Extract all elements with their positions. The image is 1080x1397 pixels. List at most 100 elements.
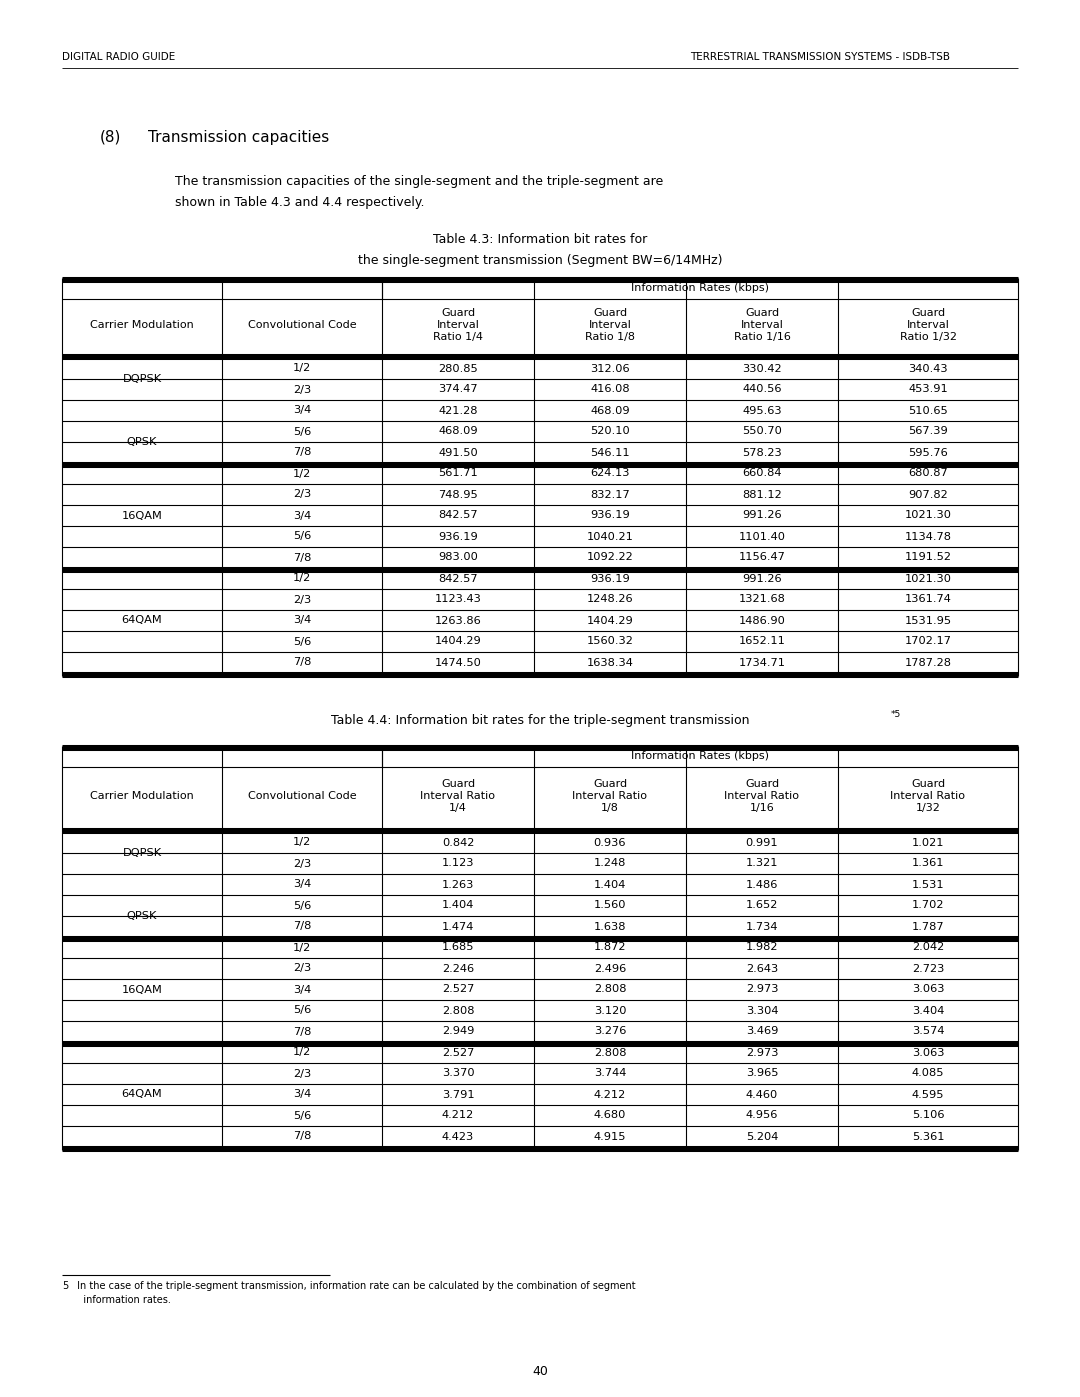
Text: 1486.90: 1486.90 xyxy=(739,616,785,626)
Text: Guard
Interval Ratio
1/32: Guard Interval Ratio 1/32 xyxy=(891,780,966,813)
Text: 2.808: 2.808 xyxy=(594,1048,626,1058)
Text: 3.791: 3.791 xyxy=(442,1090,474,1099)
Text: 374.47: 374.47 xyxy=(438,384,477,394)
Text: DQPSK: DQPSK xyxy=(122,848,162,858)
Text: 1.560: 1.560 xyxy=(594,901,626,911)
Text: DQPSK: DQPSK xyxy=(122,374,162,384)
Text: 3.574: 3.574 xyxy=(912,1027,944,1037)
Text: 1191.52: 1191.52 xyxy=(905,552,951,563)
Text: Transmission capacities: Transmission capacities xyxy=(148,130,329,145)
Text: 991.26: 991.26 xyxy=(742,574,782,584)
Text: 312.06: 312.06 xyxy=(590,363,630,373)
Text: 842.57: 842.57 xyxy=(438,510,477,521)
Text: 1/2: 1/2 xyxy=(293,943,311,953)
Text: *5: *5 xyxy=(891,710,901,719)
Text: QPSK: QPSK xyxy=(126,437,158,447)
Text: 578.23: 578.23 xyxy=(742,447,782,457)
Text: 2.973: 2.973 xyxy=(746,985,779,995)
Text: 453.91: 453.91 xyxy=(908,384,948,394)
Text: 1101.40: 1101.40 xyxy=(739,531,785,542)
Text: 1092.22: 1092.22 xyxy=(586,552,633,563)
Text: 1474.50: 1474.50 xyxy=(434,658,482,668)
Text: 1.734: 1.734 xyxy=(746,922,779,932)
Text: 4.595: 4.595 xyxy=(912,1090,944,1099)
Text: 546.11: 546.11 xyxy=(590,447,630,457)
Text: 3.304: 3.304 xyxy=(746,1006,779,1016)
Text: 936.19: 936.19 xyxy=(590,510,630,521)
Text: 64QAM: 64QAM xyxy=(122,1090,162,1099)
Text: 1321.68: 1321.68 xyxy=(739,595,785,605)
Text: 1.685: 1.685 xyxy=(442,943,474,953)
Text: 1.361: 1.361 xyxy=(912,859,944,869)
Text: Table 4.3: Information bit rates for: Table 4.3: Information bit rates for xyxy=(433,233,647,246)
Text: 495.63: 495.63 xyxy=(742,405,782,415)
Text: 1531.95: 1531.95 xyxy=(904,616,951,626)
Text: Information Rates (kbps): Information Rates (kbps) xyxy=(631,284,769,293)
Text: 1.531: 1.531 xyxy=(912,880,944,890)
Text: Convolutional Code: Convolutional Code xyxy=(247,320,356,330)
Text: 1638.34: 1638.34 xyxy=(586,658,634,668)
Text: 7/8: 7/8 xyxy=(293,552,311,563)
Text: 3/4: 3/4 xyxy=(293,405,311,415)
Text: 4.085: 4.085 xyxy=(912,1069,944,1078)
Text: 907.82: 907.82 xyxy=(908,489,948,500)
Text: 0.991: 0.991 xyxy=(745,837,779,848)
Text: 2/3: 2/3 xyxy=(293,964,311,974)
Text: 624.13: 624.13 xyxy=(591,468,630,479)
Text: 1.787: 1.787 xyxy=(912,922,944,932)
Text: 2.042: 2.042 xyxy=(912,943,944,953)
Text: 2.808: 2.808 xyxy=(594,985,626,995)
Text: 0.842: 0.842 xyxy=(442,837,474,848)
Text: Guard
Interval
Ratio 1/32: Guard Interval Ratio 1/32 xyxy=(900,309,957,342)
Text: 520.10: 520.10 xyxy=(590,426,630,436)
Text: The transmission capacities of the single-segment and the triple-segment are: The transmission capacities of the singl… xyxy=(175,175,663,189)
Text: 1.474: 1.474 xyxy=(442,922,474,932)
Text: 340.43: 340.43 xyxy=(908,363,948,373)
Text: 2.496: 2.496 xyxy=(594,964,626,974)
Text: QPSK: QPSK xyxy=(126,911,158,921)
Text: 1.652: 1.652 xyxy=(746,901,779,911)
Text: 567.39: 567.39 xyxy=(908,426,948,436)
Text: DIGITAL RADIO GUIDE: DIGITAL RADIO GUIDE xyxy=(62,52,175,61)
Text: 3.965: 3.965 xyxy=(746,1069,779,1078)
Text: 1560.32: 1560.32 xyxy=(586,637,634,647)
Text: 5/6: 5/6 xyxy=(293,901,311,911)
Text: Table 4.4: Information bit rates for the triple-segment transmission: Table 4.4: Information bit rates for the… xyxy=(330,714,750,726)
Text: Guard
Interval
Ratio 1/4: Guard Interval Ratio 1/4 xyxy=(433,309,483,342)
Text: 748.95: 748.95 xyxy=(438,489,477,500)
Text: 881.12: 881.12 xyxy=(742,489,782,500)
Text: 5/6: 5/6 xyxy=(293,1111,311,1120)
Text: 16QAM: 16QAM xyxy=(122,510,162,521)
Text: 1/2: 1/2 xyxy=(293,574,311,584)
Text: 4.915: 4.915 xyxy=(594,1132,626,1141)
Text: 7/8: 7/8 xyxy=(293,1027,311,1037)
Text: 2.949: 2.949 xyxy=(442,1027,474,1037)
Text: Information Rates (kbps): Information Rates (kbps) xyxy=(631,752,769,761)
Text: 4.423: 4.423 xyxy=(442,1132,474,1141)
Text: 1.404: 1.404 xyxy=(442,901,474,911)
Text: 991.26: 991.26 xyxy=(742,510,782,521)
Text: 832.17: 832.17 xyxy=(590,489,630,500)
Text: 491.50: 491.50 xyxy=(438,447,477,457)
Text: 3.063: 3.063 xyxy=(912,985,944,995)
Text: 4.680: 4.680 xyxy=(594,1111,626,1120)
Text: 0.936: 0.936 xyxy=(594,837,626,848)
Text: 2/3: 2/3 xyxy=(293,489,311,500)
Text: 440.56: 440.56 xyxy=(742,384,782,394)
Text: 1404.29: 1404.29 xyxy=(586,616,633,626)
Text: 550.70: 550.70 xyxy=(742,426,782,436)
Text: 1.872: 1.872 xyxy=(594,943,626,953)
Text: 4.212: 4.212 xyxy=(442,1111,474,1120)
Text: 3.063: 3.063 xyxy=(912,1048,944,1058)
Text: 660.84: 660.84 xyxy=(742,468,782,479)
Text: 1123.43: 1123.43 xyxy=(434,595,482,605)
Text: TERRESTRIAL TRANSMISSION SYSTEMS - ISDB-TSB: TERRESTRIAL TRANSMISSION SYSTEMS - ISDB-… xyxy=(690,52,950,61)
Text: 40: 40 xyxy=(532,1365,548,1377)
Text: 5.361: 5.361 xyxy=(912,1132,944,1141)
Text: 468.09: 468.09 xyxy=(438,426,477,436)
Text: 1.486: 1.486 xyxy=(746,880,779,890)
Text: 5/6: 5/6 xyxy=(293,426,311,436)
Text: 3/4: 3/4 xyxy=(293,616,311,626)
Text: 1/2: 1/2 xyxy=(293,468,311,479)
Text: 1134.78: 1134.78 xyxy=(905,531,951,542)
